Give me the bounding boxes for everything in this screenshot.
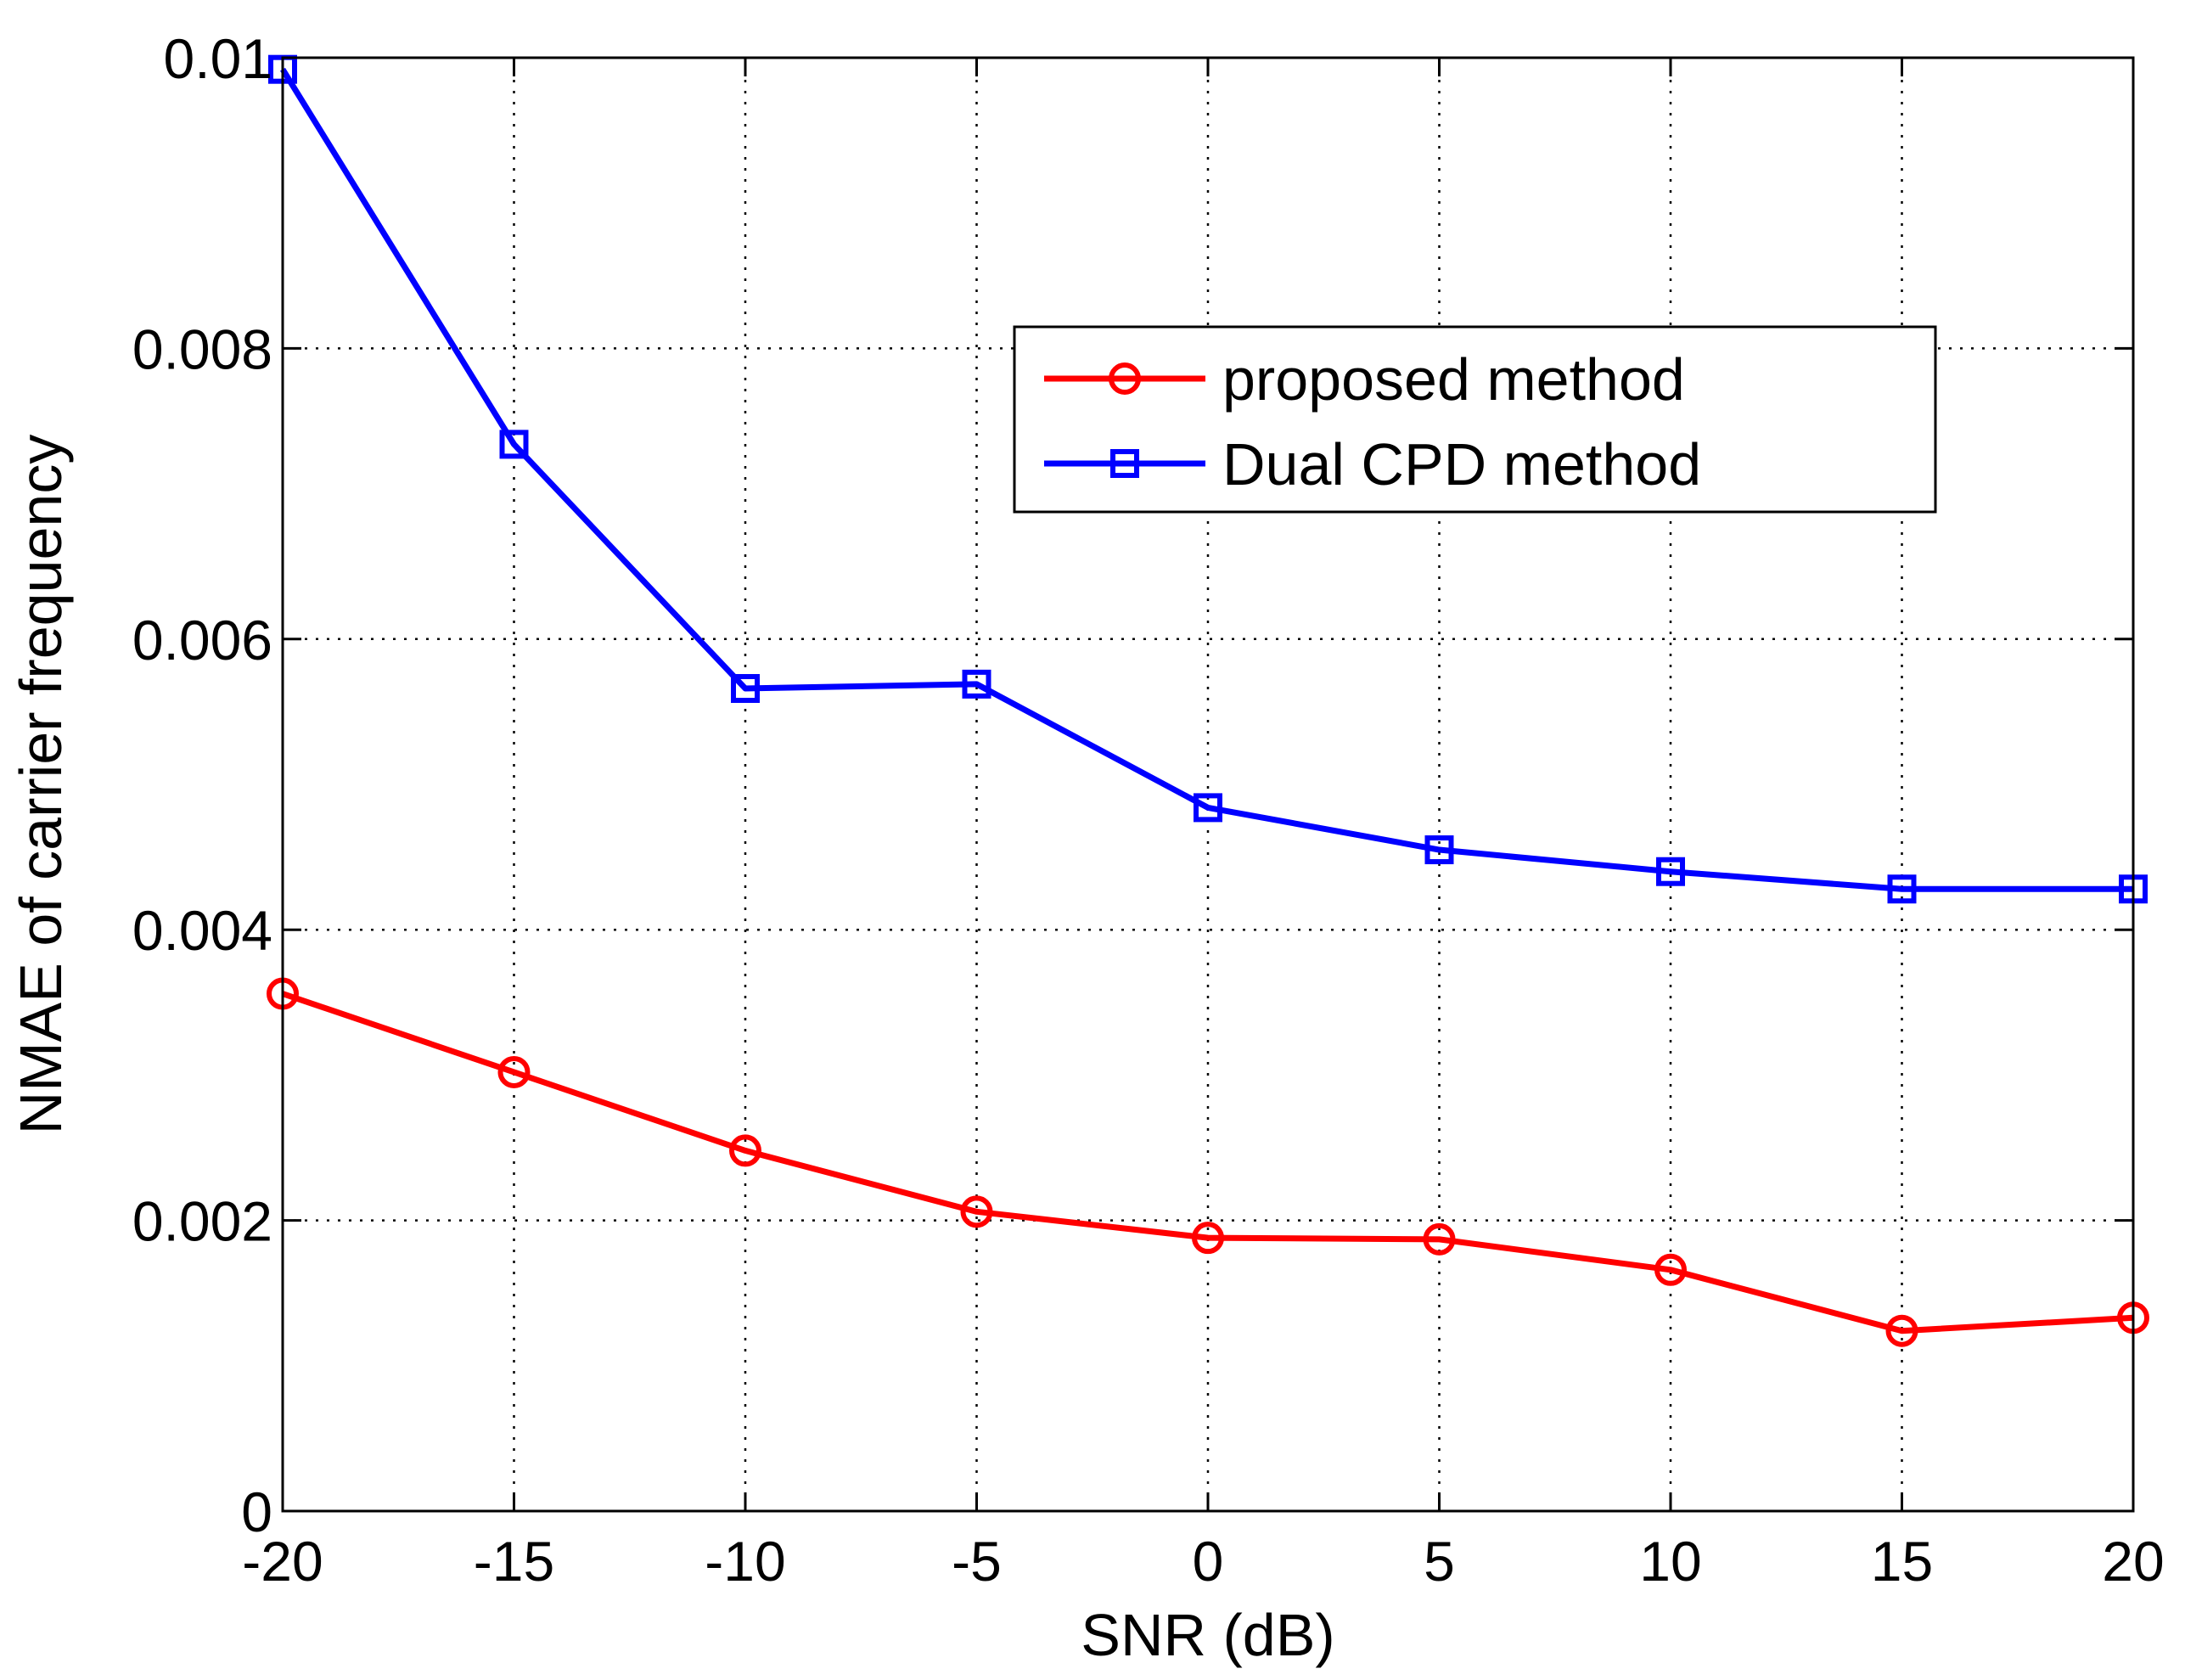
legend: proposed method Dual CPD method: [1013, 325, 1937, 514]
x-tick-label: 0: [1193, 1530, 1224, 1593]
y-tick-label: 0.006: [132, 609, 272, 671]
data-point-proposed: [497, 1055, 531, 1088]
y-axis-label: NMAE of carrier frequency: [8, 435, 74, 1135]
data-point-proposed: [1423, 1222, 1456, 1256]
x-tick-label: -20: [242, 1530, 323, 1593]
x-tick-label: -10: [705, 1530, 785, 1593]
y-tick-labels: 0 0.002 0.004 0.006 0.008 0.01: [132, 27, 272, 1543]
x-tick-label: 20: [2102, 1530, 2164, 1593]
x-tick-label: -15: [474, 1530, 554, 1593]
legend-box: [1013, 325, 1937, 514]
y-tick-label: 0: [241, 1481, 272, 1543]
legend-marker-dual-cpd: [1110, 449, 1139, 478]
data-point-proposed: [1192, 1222, 1224, 1255]
y-tick-label: 0.002: [132, 1190, 272, 1253]
x-tick-label: 10: [1639, 1530, 1701, 1593]
legend-marker-proposed: [1109, 362, 1141, 395]
data-point-dual-cpd: [1887, 874, 1917, 904]
legend-label-proposed: proposed method: [1222, 346, 1685, 413]
series-dual-cpd: [268, 54, 2148, 904]
data-point-proposed: [960, 1195, 993, 1228]
data-point-dual-cpd: [1656, 857, 1685, 886]
x-tick-label: 15: [1871, 1530, 1933, 1593]
data-point-proposed: [1654, 1253, 1687, 1286]
y-tick-label: 0.004: [132, 899, 272, 962]
y-tick-label: 0.008: [132, 317, 272, 380]
x-tick-label: -5: [952, 1530, 1002, 1593]
series-line-proposed: [281, 991, 2134, 1334]
x-axis-label: SNR (dB): [1081, 1602, 1334, 1668]
series-layer: [267, 54, 2149, 1347]
plot-frame: [281, 56, 2135, 1513]
data-point-proposed: [729, 1134, 761, 1167]
data-point-dual-cpd: [1424, 835, 1454, 865]
plot-area: [283, 58, 2133, 1511]
data-point-dual-cpd: [962, 669, 991, 699]
x-tick-label: 5: [1424, 1530, 1455, 1593]
legend-label-dual-cpd: Dual CPD method: [1222, 431, 1701, 497]
series-line-dual-cpd: [280, 67, 2133, 892]
data-point-dual-cpd: [499, 430, 529, 459]
x-tick-labels: -20 -15 -10 -5 0 5 10 15 20: [242, 1530, 2164, 1593]
data-point-dual-cpd: [1194, 793, 1222, 823]
y-tick-label: 0.01: [164, 27, 272, 90]
data-point-proposed: [1885, 1314, 1918, 1347]
data-point-dual-cpd: [731, 674, 760, 704]
